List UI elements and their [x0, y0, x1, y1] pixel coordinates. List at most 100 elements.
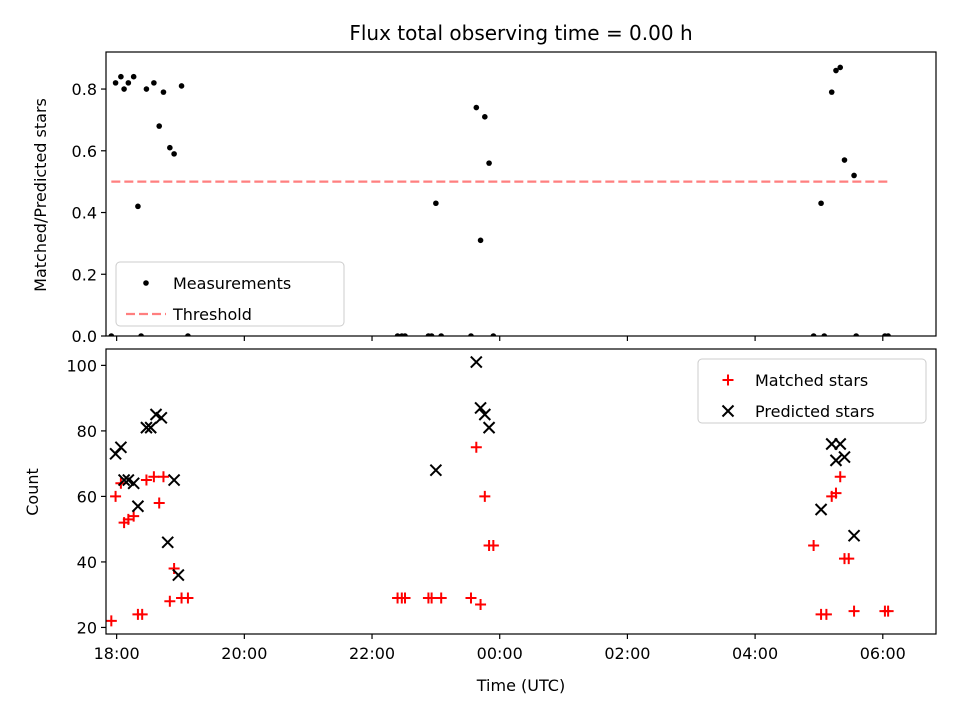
data-point: [172, 568, 185, 582]
data-point: [114, 441, 128, 454]
data-point: [834, 437, 847, 451]
data-point: [477, 237, 484, 244]
data-point: [155, 411, 168, 425]
data-point: [151, 80, 157, 86]
data-point: [160, 89, 167, 95]
data-point: [435, 592, 447, 604]
x-tick-label: 02:00: [604, 644, 650, 663]
data-point: [144, 421, 157, 434]
data-point: [164, 595, 176, 607]
data-point: [882, 605, 894, 617]
data-point: [474, 401, 487, 415]
data-point: [828, 89, 835, 95]
data-point: [140, 474, 152, 486]
data-point: [135, 203, 141, 210]
data-point: [136, 608, 148, 620]
y-tick-label: 0.2: [72, 265, 97, 284]
data-point: [821, 333, 828, 336]
data-point: [110, 490, 122, 502]
data-point: [402, 333, 408, 336]
legend-label: Measurements: [173, 274, 291, 293]
data-point: [479, 490, 491, 502]
data-point: [885, 333, 891, 336]
legend: Matched stars Predicted stars: [697, 358, 927, 424]
data-point: [426, 592, 438, 604]
plot-data-layer: [108, 64, 891, 336]
legend-label: Predicted stars: [755, 402, 875, 421]
data-point: [851, 172, 857, 179]
data-point: [853, 333, 859, 336]
data-point: [837, 64, 844, 71]
data-point: [482, 114, 488, 120]
y-tick-label: 40: [77, 553, 97, 572]
data-point: [438, 333, 444, 336]
data-point: [399, 592, 411, 604]
data-point: [468, 333, 474, 336]
data-point: [167, 144, 173, 151]
data-point: [428, 333, 435, 336]
data-point: [465, 592, 477, 604]
y-tick-label: 0.4: [72, 204, 97, 223]
bottom-y-axis-label: Count: [23, 468, 42, 516]
data-point: [167, 473, 181, 487]
legend-marker: [143, 280, 149, 286]
data-point: [153, 497, 165, 509]
x-tick-label: 20:00: [221, 644, 267, 663]
data-point: [156, 123, 163, 129]
data-point: [818, 200, 824, 207]
data-point: [161, 536, 174, 549]
bottom-panel: Count Time (UTC) 18:00 20:00 22:00 00:00 02:…: [23, 348, 937, 695]
x-tick-label: 06:00: [860, 644, 906, 663]
x-tick-label: 18:00: [94, 644, 140, 663]
x-tick-label: 00:00: [477, 644, 523, 663]
y-tick-label: 0.0: [72, 327, 97, 346]
x-tick-label: 04:00: [732, 644, 778, 663]
data-point: [108, 333, 115, 336]
data-point: [433, 200, 439, 207]
legend: Measurements Threshold: [115, 261, 345, 327]
legend-marker: [722, 374, 734, 386]
y-tick-label: 0.6: [72, 142, 97, 161]
data-point: [128, 510, 140, 522]
data-point: [487, 540, 499, 552]
data-point: [118, 73, 124, 80]
data-point: [157, 471, 169, 483]
data-point: [834, 471, 846, 483]
top-plot-area: 0.0 0.2 0.4 0.6 0.8 Measurements Threshold: [72, 51, 937, 346]
data-point: [847, 529, 861, 542]
data-point: [482, 421, 496, 434]
y-tick-label: 80: [77, 422, 97, 441]
data-point: [112, 80, 119, 86]
data-point: [830, 487, 842, 499]
plot-frame: [105, 348, 937, 635]
data-point: [138, 333, 144, 336]
data-point: [843, 553, 855, 565]
data-point: [470, 441, 482, 453]
data-point: [829, 454, 843, 467]
data-point: [185, 333, 191, 336]
bottom-plot-area: 18:00 20:00 22:00 00:00 02:00 04:00 06:00 20 40 6…: [66, 348, 937, 663]
data-point: [106, 615, 117, 627]
data-point: [143, 86, 150, 92]
plot-data-layer: [106, 355, 894, 627]
data-point: [178, 83, 185, 89]
data-point: [478, 408, 492, 421]
y-tick-label: 100: [66, 356, 97, 375]
data-point: [848, 605, 860, 617]
legend-label: Matched stars: [755, 371, 868, 390]
data-point: [394, 333, 401, 336]
data-point: [475, 599, 487, 611]
data-point: [117, 473, 131, 487]
legend-box: [115, 261, 345, 327]
data-point: [838, 450, 851, 464]
data-point: [833, 67, 839, 74]
x-tick-label: 22:00: [349, 644, 395, 663]
data-point: [130, 73, 137, 80]
data-point: [810, 333, 817, 336]
legend-marker: [721, 404, 735, 418]
y-tick-label: 20: [77, 618, 97, 637]
data-point: [808, 540, 820, 552]
y-tick-label: 60: [77, 487, 97, 506]
data-point: [182, 592, 194, 604]
